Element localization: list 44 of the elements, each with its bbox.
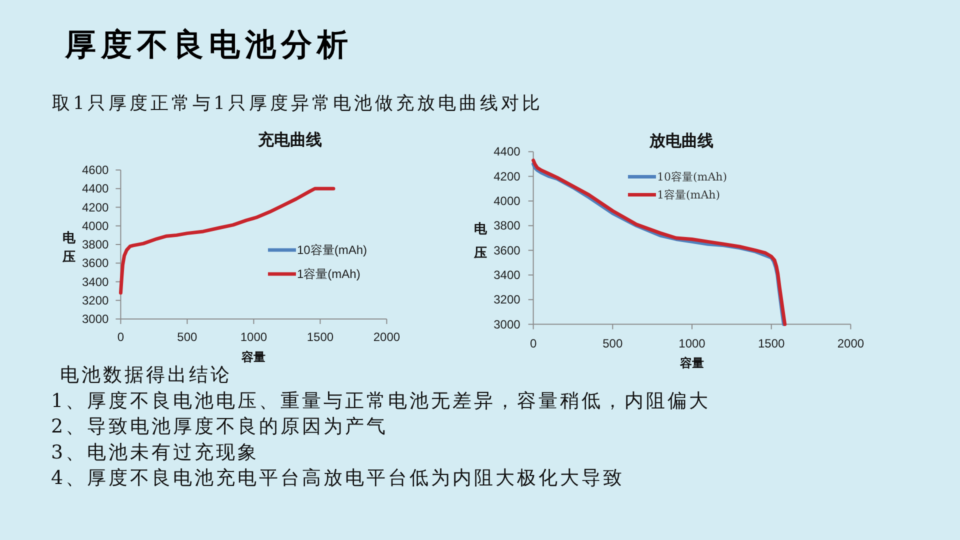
y-tick-label: 3400 [82,274,110,289]
text: 厚度不良电池分析 [64,27,353,63]
legend-label: 1容量(mAh) [656,188,720,202]
y-tick-label: 3600 [494,243,521,258]
y-tick-label: 3200 [494,292,521,307]
x-tick-label: 2000 [837,336,864,350]
x-tick-label: 1000 [240,330,268,344]
text: 取1只厚度正常与1只厚度异常电池做充放电曲线对比 [52,93,543,114]
y-tick-label: 3000 [82,312,110,326]
legend-label: 10容量(mAh) [296,243,367,257]
text: 4、厚度不良电池充电平台高放电平台低为内阻大极化大导致 [51,467,625,490]
x-tick-label: 1500 [758,336,786,350]
y-tick-label: 3800 [494,218,521,233]
x-tick-label: 0 [530,336,537,350]
text: 电池数据得出结论 [60,364,232,386]
y-tick-label: 4000 [82,218,110,233]
y-axis-title: 电压 [62,230,76,264]
y-tick-label: 3400 [494,268,521,282]
x-tick-label: 2000 [373,330,400,344]
y-tick-label: 3000 [494,317,521,332]
x-tick-label: 1000 [678,336,706,350]
legend-label: 1容量(mAh) [296,267,360,281]
text: 1、厚度不良电池电压、重量与正常电池无差异，容量稍低，内阻偏大 [51,390,711,412]
text: 2、导致电池厚度不良的原因为产气 [51,416,388,438]
chart-title: 充电曲线 [257,130,322,149]
chart-title: 放电曲线 [648,131,714,150]
y-tick-label: 4600 [82,163,110,177]
x-tick-label: 0 [117,330,124,344]
x-tick-label: 1500 [306,330,334,344]
y-tick-label: 3200 [82,293,110,308]
y-tick-label: 3600 [82,256,110,270]
x-axis-title: 容量 [679,356,704,370]
text: 3、电池未有过充现象 [51,441,260,464]
y-tick-label: 4200 [82,200,110,214]
x-tick-label: 500 [177,330,198,344]
y-tick-label: 4200 [494,169,521,184]
y-tick-label: 4400 [494,144,521,159]
y-tick-label: 3800 [82,238,110,252]
x-axis-title: 容量 [240,350,266,364]
legend-label: 10容量(mAh) [656,170,728,184]
y-axis-title: 电压 [473,222,488,260]
x-tick-label: 500 [602,336,623,350]
y-tick-label: 4400 [82,182,110,196]
y-tick-label: 4000 [494,194,521,208]
